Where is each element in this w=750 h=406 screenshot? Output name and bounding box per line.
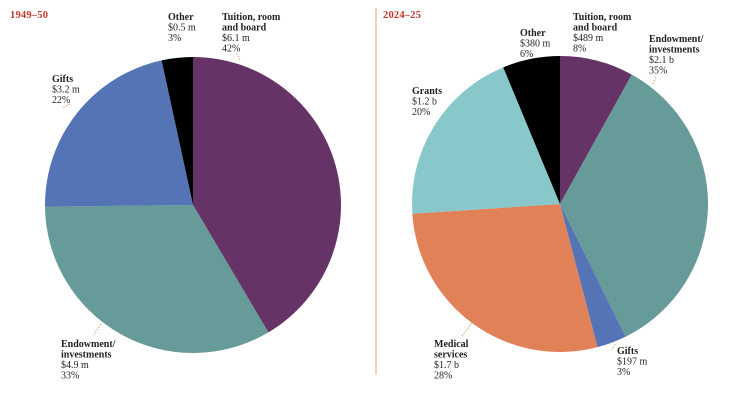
slice-label-endowment: Endowment/investments$4.9 m33%	[61, 323, 116, 382]
leader-line	[611, 343, 616, 351]
slice-percent: 20%	[412, 107, 430, 118]
slice-amount: $489 m	[573, 33, 604, 44]
slice-name-line: investments	[61, 350, 112, 361]
slice-percent: 33%	[61, 371, 79, 382]
slice-label-gifts: Gifts$3.2 m22%	[52, 74, 80, 109]
slice-label-grants: Grants$1.2 b20%	[412, 86, 442, 118]
slice-name-line: Gifts	[52, 74, 73, 85]
pie-slice-medical	[412, 204, 598, 352]
slice-name-line: Tuition, room	[573, 12, 632, 23]
pie-slice-endowment	[45, 205, 269, 353]
slice-amount: $1.7 b	[434, 360, 459, 371]
pie-slice-gifts	[45, 60, 194, 207]
slice-name-line: Endowment/	[61, 339, 116, 350]
chart-title: 2024–25	[383, 10, 421, 21]
slice-name-line: Grants	[412, 86, 442, 97]
pie-slice-tuition	[560, 56, 632, 204]
slice-label-gifts: Gifts$197 m3%	[611, 343, 648, 378]
slice-name-line: and board	[573, 23, 618, 34]
pie-slice-grants	[412, 67, 560, 214]
slice-percent: 8%	[573, 44, 586, 55]
chart-title: 1949–50	[10, 10, 48, 21]
slice-name-line: Gifts	[617, 346, 638, 357]
slice-percent: 28%	[434, 371, 452, 382]
slice-amount: $380 m	[520, 39, 551, 50]
slice-name-line: Other	[168, 12, 194, 23]
slice-amount: $0.5 m	[168, 23, 196, 34]
pie-slice-other	[161, 57, 193, 205]
slice-amount: $6.1 m	[222, 33, 250, 44]
pie-slice-tuition	[193, 57, 341, 333]
leader-line	[93, 323, 102, 336]
slice-label-endowment: Endowment/investments$2.1 b35%	[649, 34, 704, 85]
slice-percent: 35%	[649, 66, 667, 77]
slice-name-line: Medical	[434, 339, 469, 350]
slice-name-line: Endowment/	[649, 34, 704, 45]
slice-name-line: Tuition, room	[222, 12, 281, 23]
pie-slice-gifts	[560, 204, 626, 348]
pie-slice-other	[503, 56, 560, 204]
leader-line	[460, 322, 473, 338]
slice-percent: 3%	[168, 33, 181, 44]
leader-line	[61, 103, 71, 109]
slice-amount: $197 m	[617, 357, 648, 368]
slice-percent: 22%	[52, 95, 70, 106]
slice-amount: $2.1 b	[649, 55, 674, 66]
slice-percent: 3%	[617, 367, 630, 378]
slice-name-line: and board	[222, 23, 267, 34]
slice-amount: $1.2 b	[412, 97, 437, 108]
leader-line	[235, 51, 241, 61]
slice-label-other: Other$380 m6%	[520, 28, 551, 60]
leader-line	[652, 76, 657, 85]
slice-percent: 42%	[222, 44, 240, 55]
pie-slice-endowment	[560, 74, 709, 337]
slice-percent: 6%	[520, 49, 533, 60]
slice-name-line: investments	[649, 45, 700, 56]
slice-label-other: Other$0.5 m3%	[168, 12, 196, 44]
slice-amount: $4.9 m	[61, 360, 89, 371]
slice-name-line: Other	[520, 28, 546, 39]
slice-name-line: services	[434, 350, 467, 361]
slice-amount: $3.2 m	[52, 85, 80, 96]
